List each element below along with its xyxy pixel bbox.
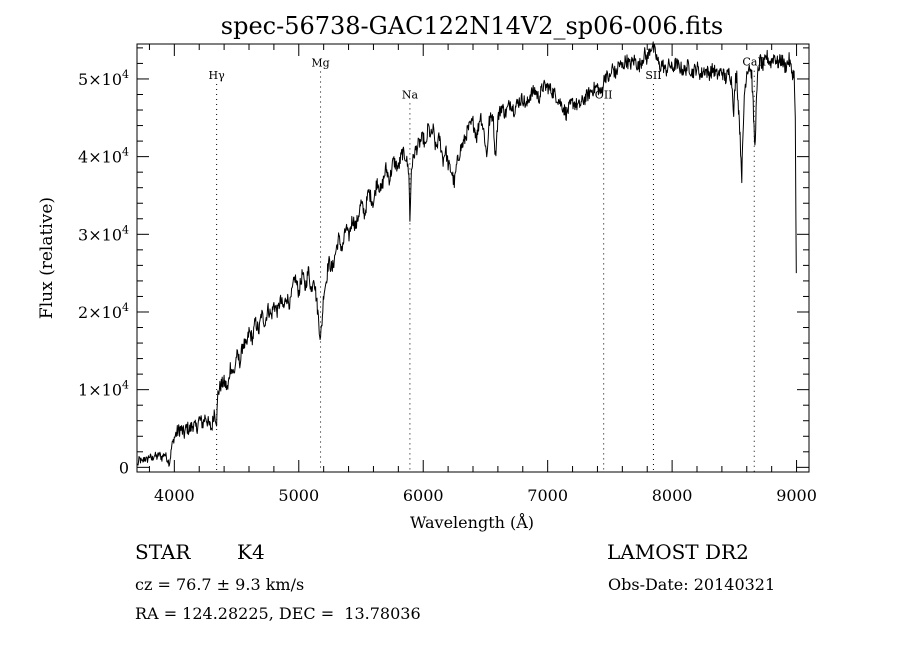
series-group [137, 41, 797, 467]
x-tick-label: 5000 [278, 486, 319, 505]
axis-tick-labels: 4000 5000 6000 7000 8000 9000 0 1×104 2×104 3×104… [78, 68, 817, 505]
y-tick-label: 2×104 [78, 301, 129, 322]
coordinates: RA = 124.28225, DEC = 13.78036 [135, 604, 421, 623]
x-tick-label: 7000 [527, 486, 568, 505]
y-tick-exponent: 4 [122, 68, 129, 81]
y-tick-label: 0 [119, 458, 129, 477]
redshift-velocity: cz = 76.7 ± 9.3 km/s [135, 575, 305, 594]
observation-date: Obs-Date: 20140321 [608, 575, 776, 594]
x-tick-label: 4000 [154, 486, 195, 505]
y-tick-exponent: 4 [122, 223, 129, 236]
survey-name: LAMOST DR2 [607, 540, 749, 564]
y-axis-label: Flux (relative) [37, 197, 57, 319]
y-tick-label: 3×104 [78, 223, 129, 244]
y-tick-label: 4×104 [78, 146, 129, 167]
x-tick-label: 8000 [652, 486, 693, 505]
line-marker-label: Hγ [209, 69, 226, 82]
line-marker-label: Mg [311, 57, 329, 70]
y-tick-exponent: 4 [122, 146, 129, 159]
y-tick-exponent: 4 [122, 379, 129, 392]
spectral-class: K4 [237, 540, 265, 564]
y-tick-label: 5×104 [78, 68, 129, 89]
object-type: STAR [135, 540, 191, 564]
chart-title: spec-56738-GAC122N14V2_sp06-006.fits [221, 12, 723, 40]
x-tick-label: 6000 [403, 486, 444, 505]
x-axis-label: Wavelength (Å) [410, 512, 534, 532]
line-marker-label: OII [595, 88, 613, 101]
plot-frame [136, 43, 810, 473]
line-marker-label: Na [402, 88, 419, 101]
y-tick-label: 1×104 [78, 379, 129, 400]
axis-ticks [137, 44, 809, 472]
spectrum-line [137, 41, 797, 467]
y-tick-exponent: 4 [122, 301, 129, 314]
line-marker-label: SII [645, 69, 661, 82]
x-tick-label: 9000 [776, 486, 817, 505]
